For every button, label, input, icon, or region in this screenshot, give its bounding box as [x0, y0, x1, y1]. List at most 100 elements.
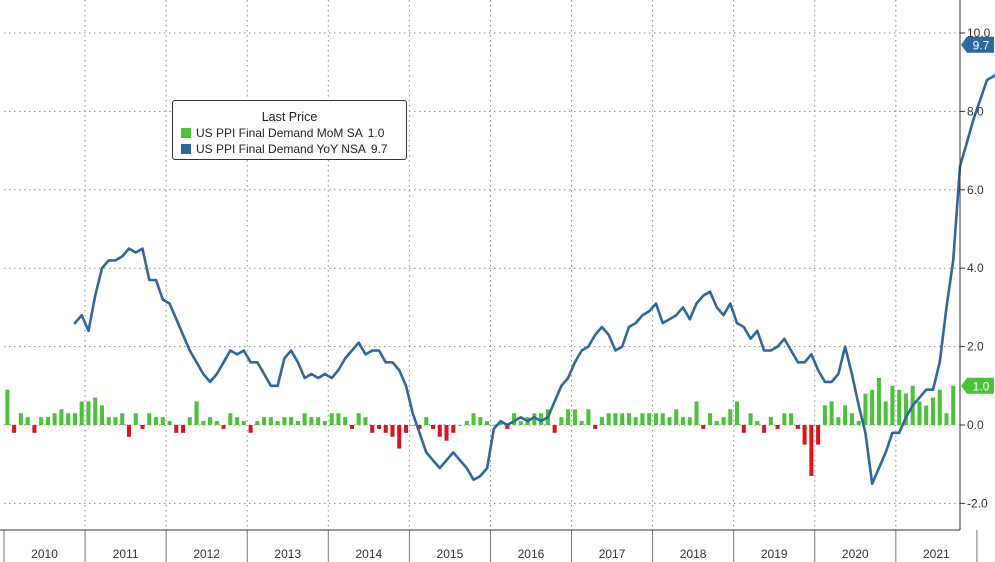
- mom-bar: [728, 409, 733, 425]
- mom-bar: [349, 425, 354, 429]
- mom-bar: [458, 425, 463, 426]
- x-tick-label: 2018: [680, 547, 707, 561]
- x-tick-label: 2014: [355, 547, 382, 561]
- yoy-line-group: [73, 73, 995, 486]
- mom-bar: [228, 413, 233, 425]
- x-tick-label: 2020: [842, 547, 869, 561]
- mom-bar: [822, 405, 827, 425]
- mom-bar: [248, 425, 253, 433]
- mom-bar: [25, 417, 30, 425]
- mom-bar: [897, 389, 902, 425]
- mom-bar: [518, 421, 523, 425]
- mom-bar: [309, 417, 314, 425]
- mom-bar: [289, 417, 294, 425]
- mom-bar: [755, 421, 760, 425]
- mom-bar: [214, 421, 219, 425]
- legend-item-mom: US PPI Final Demand MoM SA 1.0: [181, 126, 406, 140]
- mom-bar: [5, 389, 10, 425]
- mom-bar: [356, 413, 361, 425]
- mom-bar: [295, 421, 300, 425]
- mom-bar: [944, 413, 949, 425]
- mom-bar: [917, 401, 922, 425]
- mom-bar: [201, 421, 206, 425]
- mom-bar: [343, 417, 348, 425]
- mom-bar: [829, 401, 834, 425]
- mom-last-value-tag: 1.0: [961, 377, 994, 394]
- mom-bars: [5, 377, 956, 476]
- mom-bar: [606, 413, 611, 425]
- mom-bar: [174, 425, 179, 433]
- y-tick-label: 2.0: [967, 340, 984, 354]
- mom-bar: [559, 417, 564, 425]
- x-tick-label: 2013: [274, 547, 301, 561]
- legend-swatch-yoy: [181, 144, 191, 154]
- legend-value-mom: 1.0: [367, 126, 385, 140]
- mom-bar: [626, 413, 631, 425]
- mom-bar: [113, 417, 118, 425]
- mom-bar: [478, 417, 483, 425]
- x-tick-label: 2019: [761, 547, 788, 561]
- mom-bar: [167, 421, 172, 425]
- mom-bar: [268, 417, 273, 425]
- mom-bar: [32, 425, 37, 433]
- mom-bar: [809, 425, 814, 476]
- x-tick-label: 2021: [923, 547, 950, 561]
- mom-bar: [370, 425, 375, 433]
- mom-bar: [221, 425, 226, 429]
- mom-bar: [181, 425, 186, 433]
- mom-bar: [653, 413, 658, 425]
- y-tick-label: 6.0: [967, 183, 984, 197]
- mom-bar: [86, 401, 91, 425]
- mom-bar: [106, 417, 111, 425]
- mom-bar: [99, 405, 104, 425]
- mom-bar: [707, 413, 713, 425]
- mom-bar: [262, 417, 267, 425]
- mom-bar: [694, 401, 699, 425]
- mom-bar: [255, 421, 260, 425]
- mom-bar: [930, 397, 936, 425]
- mom-bar: [485, 421, 490, 425]
- mom-bar: [18, 413, 23, 425]
- mom-bar: [505, 425, 510, 429]
- mom-bar: [951, 385, 956, 425]
- mom-bar: [674, 409, 679, 425]
- y-axis: 10.0 8.0 6.0 4.0 2.0 0.0 -2.0 1.0 9.7: [959, 0, 994, 530]
- x-tick-label: 2010: [31, 547, 58, 561]
- y-tick-label: 4.0: [967, 261, 984, 275]
- mom-bar: [890, 385, 895, 425]
- mom-bar: [444, 425, 449, 441]
- mom-bar: [937, 389, 942, 425]
- mom-bar: [187, 417, 192, 425]
- mom-bar: [856, 421, 861, 425]
- mom-bar: [235, 417, 240, 425]
- mom-bar: [836, 417, 841, 425]
- yoy-last-value-tag-bg: [961, 36, 994, 53]
- y-tick-label: -2.0: [967, 496, 988, 510]
- mom-bar: [762, 425, 767, 433]
- mom-bar: [782, 413, 787, 425]
- mom-bar: [72, 413, 77, 425]
- mom-last-value-tag-bg: [961, 377, 994, 394]
- mom-bar: [924, 405, 929, 425]
- mom-bar: [620, 413, 625, 425]
- mom-bar: [680, 417, 686, 425]
- mom-bar: [390, 425, 395, 437]
- mom-bar: [775, 425, 780, 429]
- mom-bar: [647, 413, 652, 425]
- mom-bar: [613, 413, 618, 425]
- mom-bar: [45, 417, 50, 425]
- mom-bar: [491, 425, 496, 426]
- mom-bar: [140, 425, 145, 429]
- mom-bar: [843, 405, 848, 425]
- mom-bar: [464, 421, 469, 425]
- mom-bar: [532, 413, 537, 425]
- mom-bar: [417, 425, 422, 429]
- mom-bar: [424, 417, 429, 425]
- mom-bar: [302, 413, 307, 425]
- mom-bar: [789, 413, 794, 425]
- mom-bar: [208, 417, 213, 425]
- legend: Last Price US PPI Final Demand MoM SA 1.…: [172, 100, 407, 160]
- mom-bar: [687, 417, 692, 425]
- mom-bar: [471, 413, 476, 425]
